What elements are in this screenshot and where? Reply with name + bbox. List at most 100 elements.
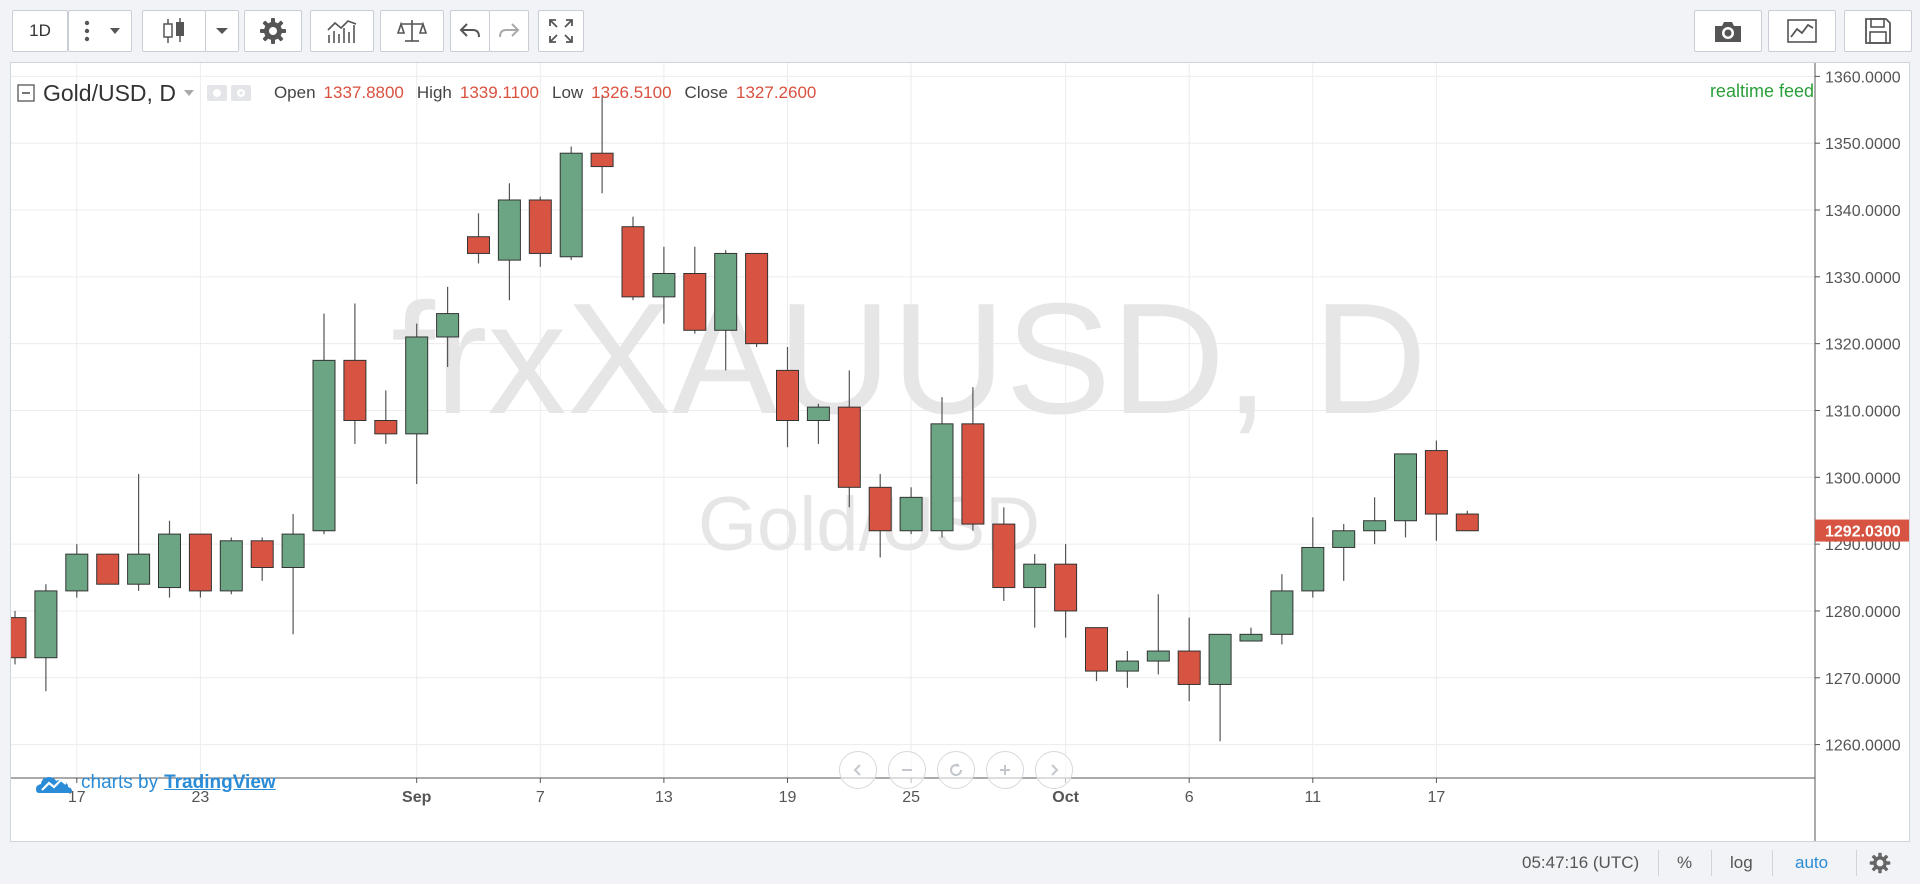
- chart-template-button[interactable]: [1768, 10, 1836, 52]
- candle: [374, 390, 398, 444]
- interval-menu-button[interactable]: [68, 10, 132, 52]
- candle: [312, 313, 336, 535]
- save-button[interactable]: [1844, 10, 1912, 52]
- dropdown-arrow-icon: [216, 28, 228, 34]
- divider: [1658, 850, 1659, 876]
- candles: [11, 96, 1479, 742]
- compare-button[interactable]: [380, 10, 444, 52]
- last-price-marker: 1292.0300: [1815, 519, 1909, 542]
- price-tick-label: 1340.0000: [1825, 203, 1901, 220]
- indicators-icon: [327, 20, 357, 43]
- scroll-right-button[interactable]: [1035, 751, 1073, 789]
- candle: [1424, 440, 1448, 541]
- indicators-button[interactable]: [310, 10, 374, 52]
- candlestick-chart[interactable]: frxXAUUSD, D Gold/USD 1260.00001270.0000…: [11, 63, 1909, 841]
- symbol-title[interactable]: Gold/USD, D: [43, 79, 176, 106]
- chart-type-dropdown[interactable]: [205, 10, 239, 52]
- collapse-icon[interactable]: [17, 84, 35, 102]
- branding[interactable]: charts by TradingView: [35, 767, 276, 799]
- candle: [1177, 617, 1201, 702]
- chart-area[interactable]: frxXAUUSD, D Gold/USD 1260.00001270.0000…: [10, 62, 1910, 842]
- candle-body: [312, 359, 336, 532]
- top-toolbar: 1D: [0, 0, 1920, 62]
- candle: [1023, 554, 1047, 628]
- candle: [436, 286, 460, 368]
- close-label: Close: [684, 83, 729, 102]
- candle-body: [837, 406, 861, 488]
- redo-button[interactable]: [489, 10, 529, 52]
- time-tick-label: 25: [902, 789, 920, 806]
- candle-body: [467, 236, 490, 254]
- candle: [405, 323, 429, 484]
- time-tick-label: 17: [68, 789, 86, 806]
- candle-body: [868, 486, 892, 532]
- candle-body: [1023, 563, 1047, 589]
- series-legend: Gold/USD, D Open 1337.8800 High 1339.110…: [17, 75, 816, 111]
- divider: [1856, 850, 1857, 876]
- chart-navigation: [839, 751, 1073, 789]
- reset-button[interactable]: [937, 751, 975, 789]
- candle-body: [559, 152, 583, 258]
- candle-body: [219, 540, 243, 592]
- time-tick-label: 6: [1185, 789, 1194, 806]
- candle: [497, 183, 521, 301]
- candle-body: [1115, 660, 1139, 672]
- candle-body: [497, 199, 521, 261]
- clock-readout[interactable]: 05:47:16 (UTC): [1522, 853, 1640, 872]
- time-tick-label: 13: [655, 789, 673, 806]
- candle-body: [127, 553, 151, 585]
- candle: [714, 250, 738, 371]
- settings-button[interactable]: [244, 10, 302, 52]
- fullscreen-button[interactable]: [538, 10, 584, 52]
- tradingview-link[interactable]: TradingView: [164, 772, 276, 793]
- candle-body: [1301, 546, 1325, 592]
- percent-toggle[interactable]: %: [1677, 853, 1693, 872]
- compare-icon: [397, 20, 427, 42]
- candle-body: [621, 226, 645, 298]
- price-tick-label: 1310.0000: [1825, 403, 1901, 420]
- candle-body: [1270, 590, 1294, 635]
- last-price-label: 1292.0300: [1825, 524, 1901, 541]
- divider: [1711, 850, 1712, 876]
- auto-scale-toggle[interactable]: auto: [1795, 853, 1829, 872]
- eye-icon[interactable]: [206, 84, 228, 102]
- chart-type-button[interactable]: [142, 10, 206, 52]
- candle: [158, 520, 181, 598]
- scroll-left-button[interactable]: [839, 751, 877, 789]
- snapshot-button[interactable]: [1694, 10, 1762, 52]
- price-axis[interactable]: 1260.00001270.00001280.00001290.00001300…: [1815, 69, 1901, 755]
- price-tick-label: 1260.0000: [1825, 738, 1901, 755]
- zoom-in-button[interactable]: [986, 751, 1024, 789]
- candle: [899, 487, 923, 535]
- candle: [1455, 510, 1479, 532]
- candle-body: [343, 359, 367, 421]
- redo-icon: [499, 23, 520, 38]
- candle: [868, 473, 892, 558]
- candle: [1208, 633, 1232, 742]
- interval-button[interactable]: 1D: [12, 10, 68, 52]
- zoom-out-button[interactable]: [888, 751, 926, 789]
- symbol-dropdown-icon[interactable]: [182, 88, 196, 98]
- candle-body: [34, 590, 58, 659]
- time-axis[interactable]: 17 23 Sep 7 13 19 25 Oct 6 11 17: [68, 778, 1445, 806]
- close-value: 1327.2600: [736, 83, 817, 102]
- price-tick-label: 1330.0000: [1825, 270, 1901, 287]
- candle-body: [158, 533, 181, 589]
- candle-body: [992, 523, 1016, 589]
- undo-button[interactable]: [450, 10, 490, 52]
- candle-body: [96, 553, 120, 585]
- candle: [837, 370, 861, 508]
- time-tick-label: 23: [192, 789, 210, 806]
- series-settings-icon[interactable]: [230, 84, 252, 102]
- candle: [34, 584, 58, 692]
- minus-icon: [902, 769, 912, 771]
- undo-icon: [459, 23, 480, 38]
- axis-settings-button[interactable]: [1868, 851, 1892, 881]
- price-tick-label: 1300.0000: [1825, 470, 1901, 487]
- candle: [1146, 594, 1170, 675]
- candle-body: [1332, 530, 1356, 548]
- candle: [621, 216, 645, 301]
- realtime-feed-label: realtime feed: [1709, 81, 1814, 101]
- log-toggle[interactable]: log: [1730, 853, 1753, 872]
